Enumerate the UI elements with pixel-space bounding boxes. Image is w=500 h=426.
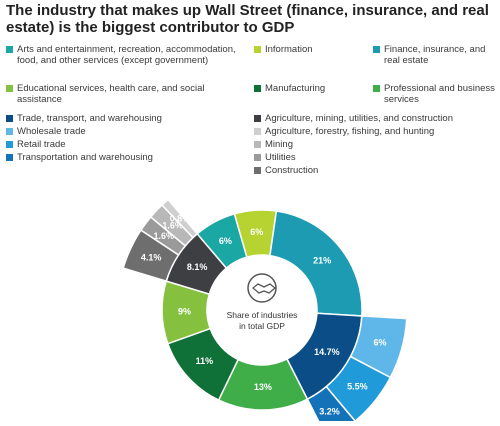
outer-slice-label: 3.2% <box>319 407 340 417</box>
inner-slice-label: 14.7% <box>314 347 340 357</box>
legend-label: Trade, transport, and warehousing <box>17 113 162 124</box>
outer-slice-label: 1.6% <box>153 231 174 241</box>
legend-label: Professional and business services <box>384 83 495 105</box>
legend-swatch <box>373 85 380 92</box>
outer-slice-label: 5.5% <box>347 381 368 391</box>
legend-item: Manufacturing <box>254 83 364 95</box>
legend-swatch <box>6 128 13 135</box>
outer-slice <box>306 385 357 426</box>
inner-slice-label: 21% <box>313 255 331 265</box>
inner-slice-label: 11% <box>196 356 214 366</box>
legend-item: Utilities <box>254 152 494 164</box>
legend-swatch <box>254 167 261 174</box>
legend-label: Agriculture, mining, utilities, and cons… <box>265 113 453 124</box>
legend-swatch <box>6 154 13 161</box>
inner-slice-label: 6% <box>219 236 232 246</box>
legend-swatch <box>254 46 261 53</box>
legend-swatch <box>254 115 261 122</box>
outer-slice <box>160 198 199 239</box>
legend-item: Information <box>254 44 364 56</box>
center-label-line: Share of industries <box>227 310 298 320</box>
legend-label: Arts and entertainment, recreation, acco… <box>17 44 236 66</box>
legend-swatch <box>6 85 13 92</box>
legend-item: Finance, insurance, and real estate <box>373 44 498 66</box>
legend-item: Arts and entertainment, recreation, acco… <box>6 44 246 66</box>
legend-swatch <box>6 46 13 53</box>
center-label-line: in total GDP <box>239 321 285 331</box>
inner-slice-label: 6% <box>250 227 263 237</box>
legend-item: Mining <box>254 139 494 151</box>
legend-item: Trade, transport, and warehousing <box>6 113 246 125</box>
legend-item: Agriculture, mining, utilities, and cons… <box>254 113 494 125</box>
legend-label: Mining <box>265 139 293 150</box>
legend-item: Agriculture, forestry, fishing, and hunt… <box>254 126 494 138</box>
inner-slice <box>196 212 248 270</box>
legend-item: Educational services, health care, and s… <box>6 83 246 105</box>
legend-swatch <box>254 154 261 161</box>
inner-slice-label: 9% <box>178 306 191 316</box>
legend-label: Educational services, health care, and s… <box>17 83 205 105</box>
legend-swatch <box>254 128 261 135</box>
legend-item: Retail trade <box>6 139 246 151</box>
chart-title: The industry that makes up Wall Street (… <box>6 2 489 36</box>
legend-label: Finance, insurance, and real estate <box>384 44 486 66</box>
legend-label: Wholesale trade <box>17 126 86 137</box>
outer-slice-label: 6% <box>373 337 386 347</box>
outer-slice-label: 4.1% <box>141 252 162 262</box>
legend-label: Agriculture, forestry, fishing, and hunt… <box>265 126 435 137</box>
legend-item: Professional and business services <box>373 83 498 105</box>
outer-slice-label: 1.6% <box>162 221 183 231</box>
legend-label: Manufacturing <box>265 83 326 94</box>
legend-label: Utilities <box>265 152 296 163</box>
legend-swatch <box>254 141 261 148</box>
legend-swatch <box>254 85 261 92</box>
legend-swatch <box>373 46 380 53</box>
legend-item: Wholesale trade <box>6 126 246 138</box>
legend-item: Transportation and warehousing <box>6 152 246 164</box>
legend-swatch <box>6 141 13 148</box>
legend-label: Transportation and warehousing <box>17 152 153 163</box>
legend-label: Information <box>265 44 313 55</box>
legend-label: Retail trade <box>17 139 66 150</box>
legend-item: Construction <box>254 165 494 177</box>
legend-swatch <box>6 115 13 122</box>
inner-slice-label: 13% <box>254 382 272 392</box>
handshake-icon <box>247 273 277 303</box>
legend-label: Construction <box>265 165 319 176</box>
inner-slice-label: 8.1% <box>187 262 208 272</box>
outer-slice-label: 0.8% <box>170 213 191 223</box>
